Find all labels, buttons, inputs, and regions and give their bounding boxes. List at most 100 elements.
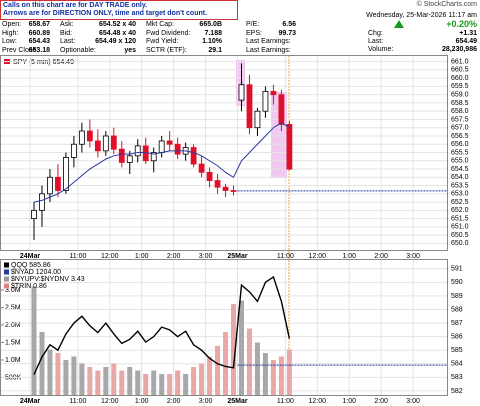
x-tick-label: 11:00	[69, 398, 86, 405]
quote-label: SCTR (ETF):	[146, 46, 187, 54]
quote-label: Ask:	[60, 21, 74, 28]
volume-bar	[119, 370, 125, 395]
quote-label: Last Earnings:	[246, 38, 291, 45]
volume-bar	[111, 363, 117, 395]
y-tick-label: 2.5M	[5, 304, 21, 311]
x-tick-label: 12:00	[101, 398, 119, 405]
change-pct: +0.20%	[446, 19, 477, 29]
x-tick-label: 11:00	[277, 253, 294, 260]
y-tick-label: 656.0	[451, 141, 469, 148]
y2-tick-label: 590	[451, 279, 463, 286]
y-tick-label: 661.0	[451, 58, 469, 65]
candle-body	[94, 140, 101, 152]
candle-body	[254, 110, 261, 129]
volume-bar	[55, 353, 61, 395]
quote-label: Prev Close:	[2, 46, 39, 54]
x-tick-label: 11:00	[69, 253, 86, 260]
note: Calls on this chart are for DAY TRADE on…	[3, 2, 148, 9]
y-tick-label: 654.5	[451, 166, 469, 173]
y-tick-label: 657.0	[451, 125, 469, 132]
quote-label: Mkt Cap:	[146, 21, 175, 28]
x-tick-label: 12:00	[309, 398, 327, 405]
volume-bar	[286, 349, 292, 395]
candle-body	[55, 176, 61, 191]
candle-body	[118, 148, 125, 163]
volume: 28,230,986	[441, 46, 477, 53]
x-tick-label: 2:00	[167, 253, 181, 260]
quote-value: 654.49 x 120	[95, 38, 136, 45]
candle-body	[70, 143, 77, 158]
up-arrow	[394, 20, 404, 28]
candle-body	[222, 186, 229, 191]
quote-value: 7.188	[204, 29, 222, 37]
y2-tick-label: 584	[451, 361, 463, 368]
x-tick-label: 12:00	[309, 253, 327, 260]
volume-bar	[63, 360, 69, 395]
quote-label: Fwd Dividend:	[146, 29, 191, 37]
volume-bar	[151, 370, 157, 395]
candle-body	[262, 90, 269, 112]
quote-value: 654.52 x 40	[99, 21, 136, 28]
y-tick-label: 658.0	[451, 108, 469, 115]
last: 654.49	[455, 38, 477, 45]
volume-label: Volume:	[368, 46, 394, 53]
volume-bar	[223, 332, 229, 395]
chg: +1.31	[459, 30, 477, 37]
volume-bar	[262, 353, 268, 395]
quote-value: 29.1	[208, 46, 222, 54]
y2-tick-label: 591	[451, 266, 463, 273]
x-tick-label: 3:00	[199, 398, 213, 405]
y2-tick-label: 587	[451, 320, 463, 327]
candle-body	[126, 155, 133, 163]
volume-bar	[103, 367, 109, 395]
candle-body	[78, 130, 85, 145]
candle-body	[150, 152, 157, 162]
quote-label: Last Earnings:	[246, 46, 291, 54]
candle-body	[86, 130, 93, 142]
x-tick-label: 1:00	[135, 398, 149, 405]
highlight	[236, 60, 245, 106]
y-tick-label: 655.0	[451, 158, 469, 165]
volume-bar	[254, 342, 260, 395]
volume-bar	[199, 363, 205, 395]
x-tick-label: 2:00	[374, 398, 388, 405]
candle-body	[198, 163, 205, 173]
candle-body	[39, 193, 45, 211]
y-tick-label: 2.0M	[5, 322, 21, 329]
volume-bar	[79, 363, 85, 395]
legend-label: $NYAD 1204.00	[11, 269, 61, 276]
chart-title: SPY (5 min) 654.49	[13, 59, 74, 66]
quote-value: 99.73	[278, 29, 296, 37]
quote-value: 653.18	[28, 46, 50, 54]
quote-value: yes	[124, 46, 136, 54]
quote-value: 660.89	[28, 29, 50, 37]
candle-body	[286, 124, 293, 170]
quote-value: 654.43	[28, 38, 50, 45]
quote-label: Open:	[2, 21, 22, 28]
chg-label: Chg:	[368, 30, 383, 37]
y-tick-label: 650.0	[451, 240, 469, 247]
quote-label: P/E:	[246, 21, 260, 28]
candle-body	[134, 145, 141, 157]
x-tick-label: 11:00	[277, 398, 294, 405]
x-tick-label: 2:00	[374, 253, 388, 260]
legend-swatch	[4, 276, 9, 282]
volume-bar	[135, 370, 141, 395]
candle-body	[110, 135, 117, 150]
y-tick-label: 652.0	[451, 207, 469, 214]
quote-label: Bid:	[60, 29, 73, 37]
x-tick-label: 1:00	[342, 398, 356, 405]
volume-bar	[215, 346, 221, 395]
x-tick-label: 25Mar	[227, 253, 248, 260]
x-tick-label: 1:00	[135, 253, 149, 260]
volume-bar	[159, 374, 165, 395]
note: Arrows are for DIRECTION ONLY, time and …	[3, 10, 208, 17]
y-tick-label: 1.0M	[5, 357, 21, 364]
x-tick-label: 24Mar	[20, 253, 41, 260]
y-tick-label: 651.0	[451, 224, 469, 231]
legend-label: QQQ 585.86	[11, 262, 51, 269]
note-box: Calls on this chart are for DAY TRADE on…	[0, 0, 238, 20]
volume-bar	[31, 286, 37, 395]
y-tick-label: 3.0M	[5, 287, 21, 294]
legend-label: $TRIN 0.86	[11, 283, 47, 290]
